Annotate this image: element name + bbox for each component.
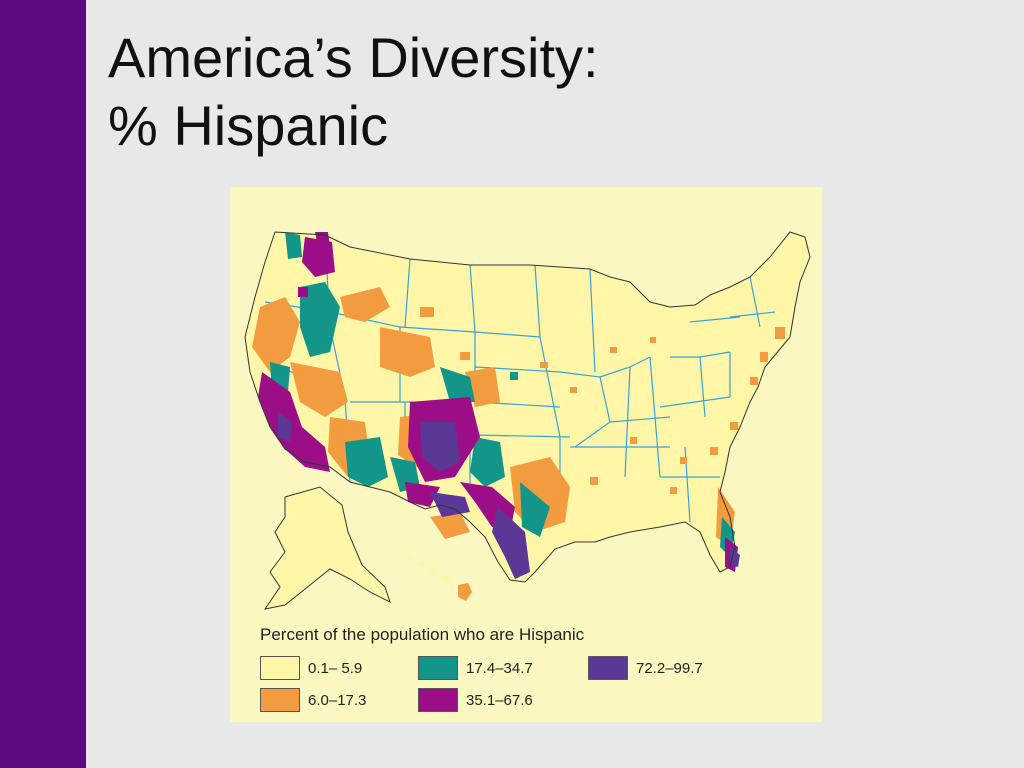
legend-label: 17.4–34.7: [466, 659, 533, 677]
legend-title: Percent of the population who are Hispan…: [260, 625, 585, 644]
map-panel: Percent of the population who are Hispan…: [230, 187, 822, 722]
legend-swatch: [418, 688, 458, 712]
slide-title-line-1: America’s Diversity:: [108, 26, 599, 89]
legend-label: 72.2–99.7: [636, 659, 703, 677]
legend-label: 6.0–17.3: [308, 691, 367, 709]
legend-item-35-1-67-6: 35.1–67.6: [418, 687, 533, 713]
alaska-outline: [263, 486, 391, 610]
hispanic-choropleth-map: [244, 231, 811, 610]
coastline-outline: [244, 231, 811, 583]
slide-title: America’s Diversity: % Hispanic: [108, 24, 599, 160]
legend-item-17-4-34-7: 17.4–34.7: [418, 655, 533, 681]
accent-side-bar: [0, 0, 86, 768]
legend-swatch: [418, 656, 458, 680]
legend-swatch: [260, 688, 300, 712]
contiguous-us-landmass: [245, 232, 810, 582]
legend-item-6-0-17-3: 6.0–17.3: [260, 687, 366, 713]
legend-swatch: [588, 656, 628, 680]
alaska-landmass: [265, 487, 390, 609]
legend-item-72-2-99-7: 72.2–99.7: [588, 655, 703, 681]
legend-label: 35.1–67.6: [466, 691, 533, 709]
region-72-99: [278, 412, 740, 579]
legend-swatch: [260, 656, 300, 680]
hawaii-islands: [407, 557, 472, 601]
legend-label: 0.1– 5.9: [308, 659, 363, 677]
slide-title-line-2: % Hispanic: [108, 94, 389, 157]
legend-item-0-1-5-9: 0.1– 5.9: [260, 655, 362, 681]
